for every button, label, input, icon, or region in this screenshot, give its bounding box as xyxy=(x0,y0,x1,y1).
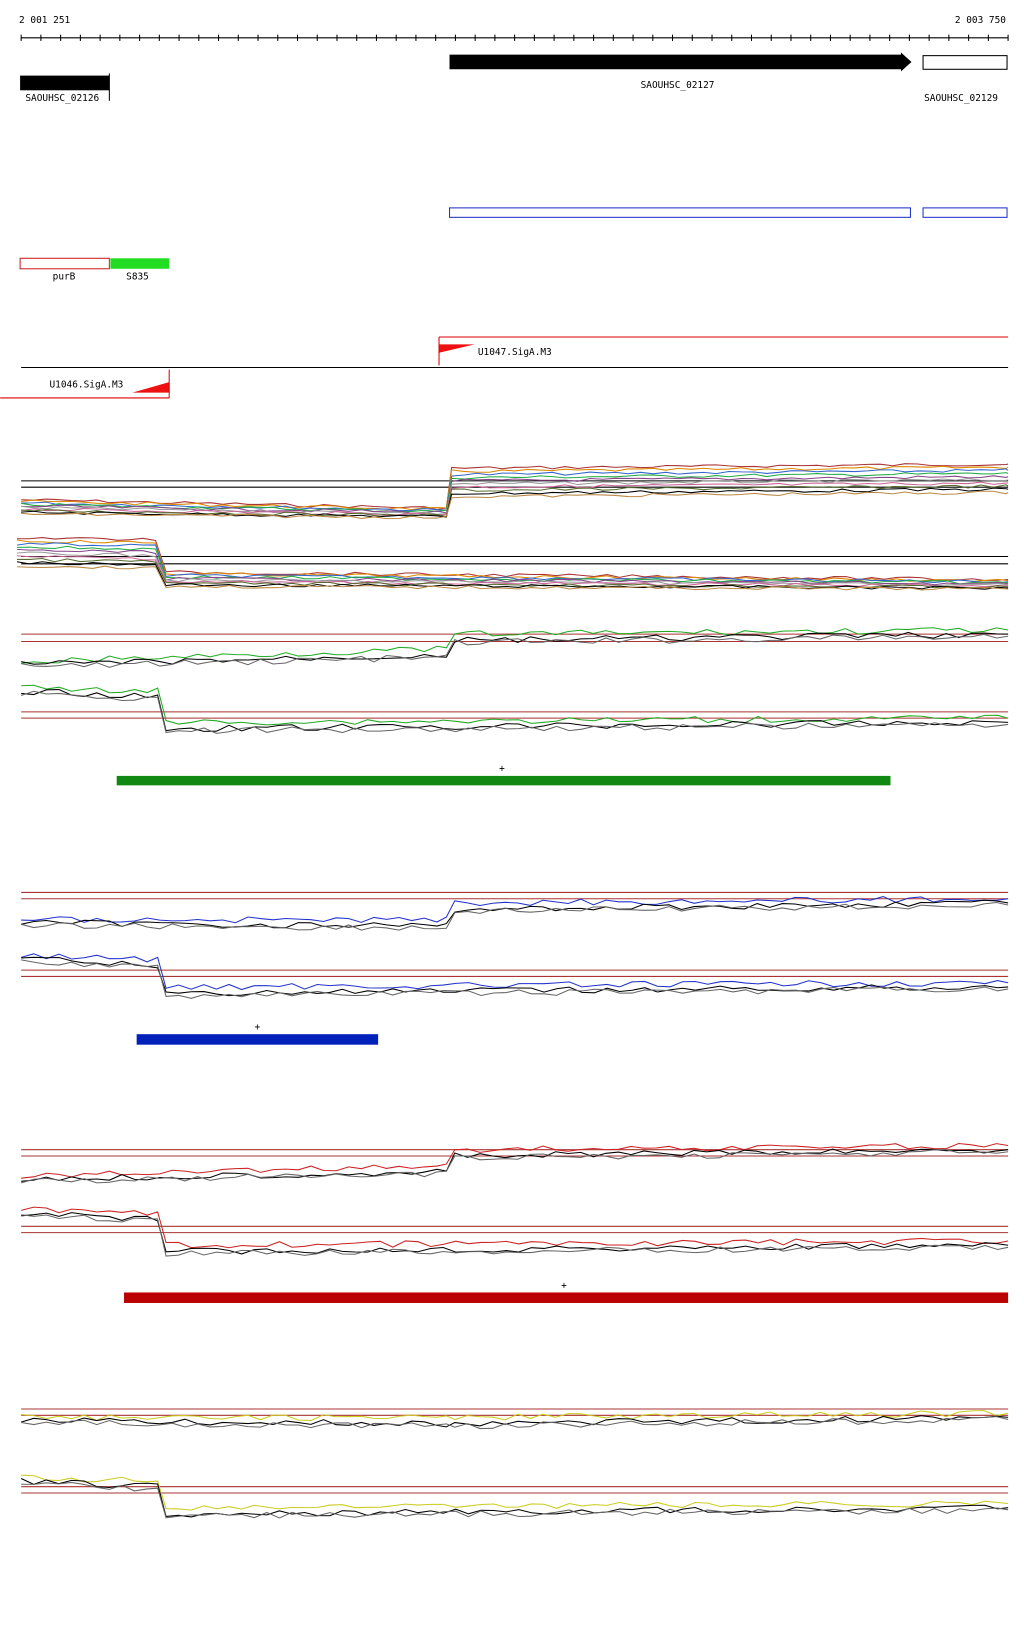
promoter-flag xyxy=(132,382,170,393)
trace xyxy=(16,555,1009,588)
trace xyxy=(21,899,1009,929)
trace xyxy=(21,1149,1009,1184)
trace xyxy=(21,1214,1009,1257)
gene-arrow xyxy=(449,52,912,72)
trace xyxy=(21,484,1009,518)
trace xyxy=(21,1416,1009,1430)
trace xyxy=(21,1481,1009,1519)
promoter-label: U1047.SigA.M3 xyxy=(478,347,552,358)
trace xyxy=(21,472,1009,513)
trace xyxy=(20,690,1009,734)
trace xyxy=(21,463,1009,511)
cds-box xyxy=(449,207,911,218)
trace xyxy=(21,1474,1009,1511)
trace xyxy=(21,1212,1009,1255)
feature-label: purB xyxy=(53,271,76,282)
trace xyxy=(21,478,1009,515)
trace xyxy=(21,490,1009,520)
feature xyxy=(110,258,170,269)
trace xyxy=(21,956,1009,997)
segment-strand: + xyxy=(255,1022,261,1033)
segment-bar xyxy=(116,775,891,786)
trace xyxy=(21,631,1009,665)
trace xyxy=(21,1409,1009,1422)
trace xyxy=(21,1142,1009,1179)
trace xyxy=(16,565,1009,591)
gene xyxy=(922,55,1008,70)
trace xyxy=(21,487,1009,518)
gene xyxy=(20,75,110,91)
gene-label: SAOUHSC_02129 xyxy=(924,93,998,104)
segment-strand: + xyxy=(499,764,505,775)
trace xyxy=(16,537,1009,582)
trace xyxy=(21,1148,1009,1182)
trace xyxy=(16,551,1009,587)
cds-box xyxy=(922,207,1008,218)
segment-bar xyxy=(124,1292,1009,1303)
trace xyxy=(21,896,1009,924)
segment-bar xyxy=(136,1034,379,1045)
feature xyxy=(19,257,110,270)
feature-label: S835 xyxy=(126,271,149,282)
trace xyxy=(21,901,1009,931)
trace xyxy=(21,481,1009,516)
promoter-flag xyxy=(439,344,475,353)
trace xyxy=(21,627,1009,664)
trace xyxy=(21,684,1009,726)
trace xyxy=(21,953,1009,991)
trace xyxy=(16,561,1009,590)
trace xyxy=(20,1478,1009,1518)
trace xyxy=(21,689,1009,732)
segment-strand: + xyxy=(561,1280,567,1291)
trace xyxy=(21,468,1009,512)
gene-label: SAOUHSC_02127 xyxy=(641,80,715,91)
promoter-label: U1046.SigA.M3 xyxy=(50,379,124,390)
trace xyxy=(21,465,1009,511)
trace xyxy=(21,633,1009,668)
gene-label: SAOUHSC_02126 xyxy=(25,93,99,104)
ruler-ticks xyxy=(20,34,1009,41)
trace xyxy=(21,1415,1009,1428)
trace xyxy=(21,959,1009,999)
expression-traces xyxy=(16,463,1009,1519)
trace xyxy=(21,1206,1009,1249)
ruler-start: 2 001 251 xyxy=(19,15,70,26)
ruler-end: 2 003 750 xyxy=(955,15,1006,26)
trace xyxy=(16,548,1009,586)
